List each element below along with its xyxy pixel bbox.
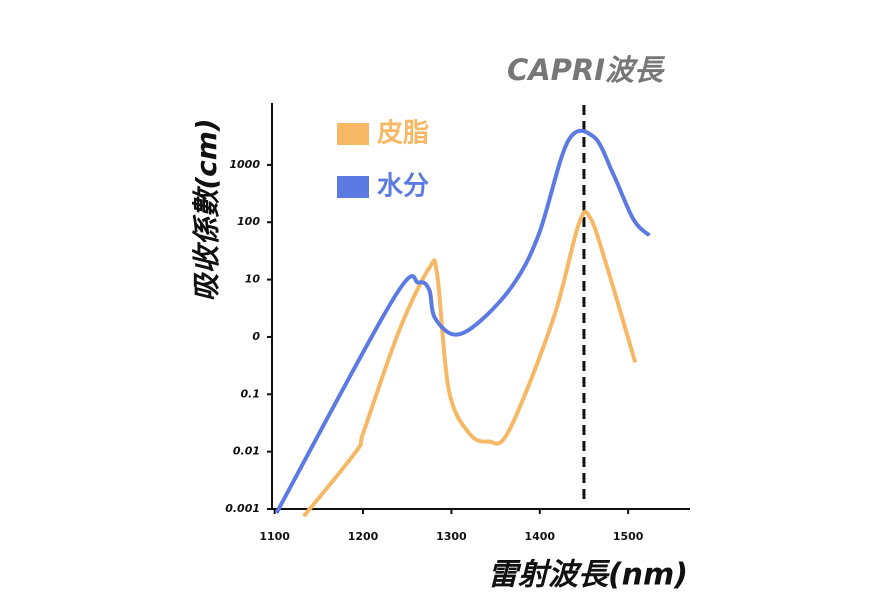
y-tick-label: 0.001 (225, 502, 260, 515)
x-tick-label: 1300 (436, 530, 467, 543)
legend-label: 水分 (377, 172, 429, 202)
y-tick-label: 1000 (229, 158, 260, 171)
legend-swatch (337, 176, 369, 198)
series-line (302, 209, 638, 518)
legend-label: 皮脂 (377, 119, 429, 149)
x-tick-label: 1100 (259, 530, 290, 543)
y-axis-label: 吸收係數(cm) (190, 118, 223, 301)
x-tick-label: 1500 (613, 530, 644, 543)
y-tick-label: 100 (237, 215, 260, 228)
y-tick-label: 0.01 (233, 445, 260, 458)
legend-swatch (337, 123, 369, 145)
series-line (274, 128, 651, 515)
annotation: CAPRI波長 (507, 53, 666, 87)
y-tick-label: 0 (252, 330, 260, 343)
x-axis-label: 雷射波長(nm) (488, 558, 688, 593)
x-tick-label: 1200 (348, 530, 379, 543)
y-tick-label: 10 (245, 273, 261, 286)
y-tick-label: 0.1 (241, 387, 261, 400)
x-tick-label: 1400 (524, 530, 555, 543)
